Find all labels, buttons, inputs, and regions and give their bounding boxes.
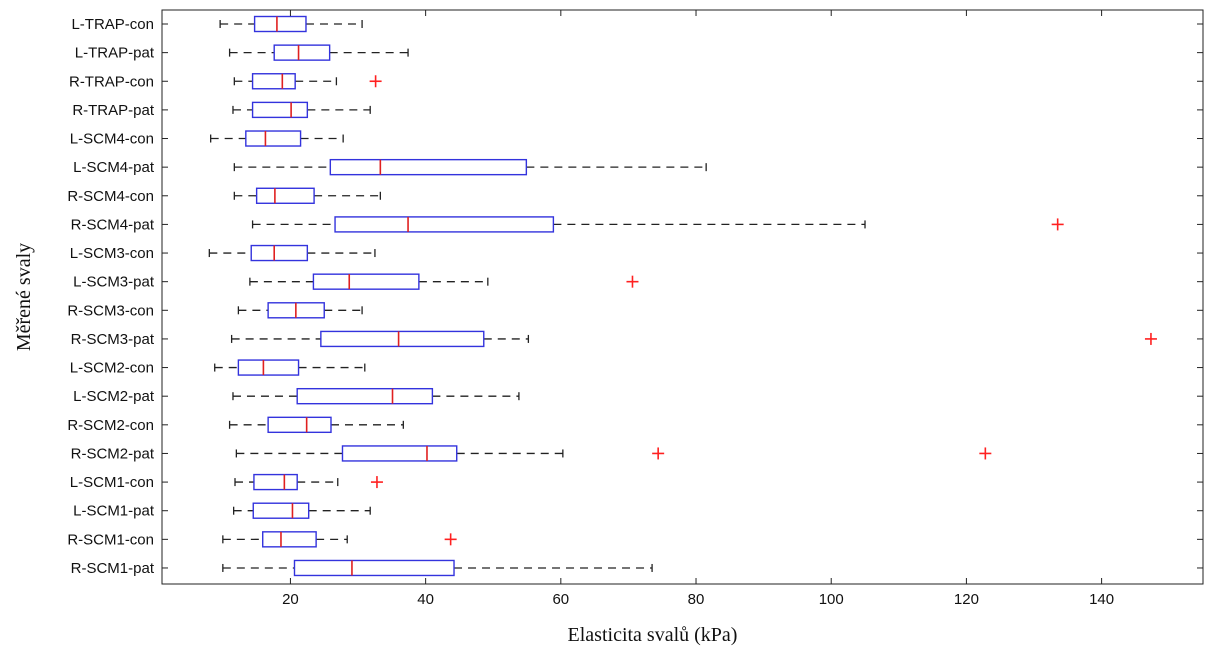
y-category-label: L-SCM1-con: [70, 474, 154, 491]
outlier-marker: [979, 447, 992, 460]
x-axis-title: Elasticita svalů (kPa): [568, 624, 738, 646]
iqr-box: [293, 559, 455, 577]
iqr-box: [334, 216, 555, 233]
iqr-box: [255, 187, 315, 204]
iqr-box: [273, 44, 331, 61]
box-group-r-trap-pat: [232, 101, 371, 119]
box-group-l-scm1-con: [234, 473, 383, 491]
iqr-box: [252, 502, 310, 519]
box-group-l-scm4-pat: [233, 158, 707, 176]
outlier-marker: [652, 447, 665, 460]
outlier-marker: [626, 275, 639, 288]
y-category-label: L-SCM2-pat: [73, 388, 155, 405]
y-category-label: L-SCM1-pat: [73, 503, 155, 520]
box-group-r-scm1-con: [222, 531, 457, 548]
y-category-label: R-SCM2-pat: [71, 445, 155, 462]
y-category-label: L-SCM4-con: [70, 131, 154, 148]
y-category-label: R-SCM4-pat: [71, 216, 155, 233]
box-group-r-scm3-pat: [230, 330, 1157, 348]
iqr-box: [312, 273, 420, 290]
y-category-label: R-SCM1-con: [67, 531, 154, 548]
x-tick-label: 40: [417, 591, 434, 608]
box-group-r-scm2-con: [228, 416, 404, 434]
box-group-r-scm2-pat: [235, 445, 992, 462]
box-group-r-scm3-con: [237, 302, 363, 319]
x-axis-ticks: 20 40 60 80 100 120 140: [282, 10, 1114, 608]
y-category-label: L-SCM3-con: [70, 245, 154, 262]
box-group-r-scm1-pat: [222, 559, 653, 577]
iqr-box: [320, 330, 485, 348]
y-category-label: R-SCM3-con: [67, 302, 154, 319]
y-category-label: R-TRAP-pat: [72, 102, 155, 119]
iqr-box: [245, 130, 302, 147]
box-group-l-scm3-con: [208, 244, 376, 262]
y-category-label: L-TRAP-pat: [75, 45, 155, 62]
plot-area-frame: [161, 9, 1204, 585]
iqr-box: [253, 15, 307, 33]
iqr-box: [251, 73, 296, 90]
x-tick-label: 20: [282, 591, 299, 608]
x-tick-label: 140: [1089, 591, 1114, 608]
iqr-box: [267, 416, 332, 434]
x-tick-label: 60: [552, 591, 569, 608]
iqr-box: [262, 531, 317, 548]
iqr-box: [296, 387, 434, 405]
y-category-label: L-SCM4-pat: [73, 159, 155, 176]
box-group-l-scm2-con: [214, 359, 366, 376]
box-group-r-scm4-con: [233, 187, 381, 204]
box-group-l-trap-con: [219, 15, 363, 33]
y-category-label: R-SCM3-pat: [71, 331, 155, 348]
y-category-label: L-SCM2-con: [70, 360, 154, 377]
iqr-box: [341, 445, 458, 462]
x-tick-label: 100: [819, 591, 844, 608]
y-category-label: L-SCM3-pat: [73, 274, 155, 291]
x-tick-label: 120: [954, 591, 979, 608]
y-axis-categories: L-TRAP-con L-TRAP-pat R-TRAP-con R-TRAP-pat…: [67, 16, 1203, 577]
outlier-marker: [444, 533, 457, 546]
y-axis-title: Měřené svaly: [13, 243, 35, 351]
box-group-l-scm4-con: [210, 130, 344, 147]
iqr-box: [250, 244, 309, 262]
iqr-box: [253, 473, 298, 491]
outlier-marker: [369, 75, 382, 88]
y-category-label: R-SCM2-con: [67, 417, 154, 434]
iqr-box: [237, 359, 300, 376]
box-group-r-scm4-pat: [251, 216, 1064, 233]
x-tick-label: 80: [688, 591, 705, 608]
outlier-marker: [1051, 218, 1064, 231]
box-group-l-scm2-pat: [232, 387, 520, 405]
box-group-l-trap-pat: [228, 44, 409, 61]
y-category-label: R-SCM1-pat: [71, 560, 155, 577]
box-group-r-trap-con: [233, 73, 382, 90]
box-group-l-scm3-pat: [249, 273, 639, 290]
iqr-box: [251, 101, 309, 119]
outlier-marker: [1144, 332, 1157, 345]
y-category-label: L-TRAP-con: [71, 16, 154, 33]
box-group-l-scm1-pat: [233, 502, 371, 519]
iqr-box: [329, 158, 528, 176]
y-category-label: R-SCM4-con: [67, 188, 154, 205]
y-category-label: R-TRAP-con: [69, 73, 154, 90]
outlier-marker: [370, 476, 383, 489]
plot-marks: [208, 15, 1157, 577]
